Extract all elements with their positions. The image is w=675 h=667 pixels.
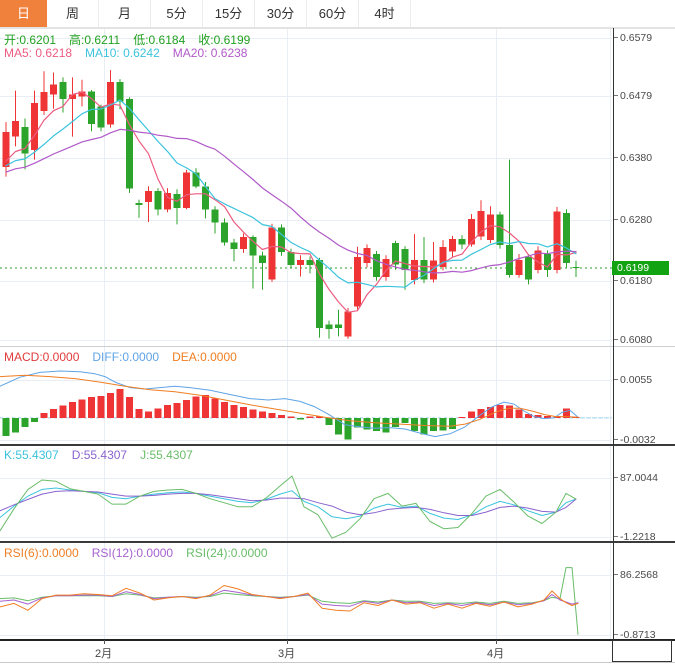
ohlc-legend-item: 开:0.6201 bbox=[4, 33, 57, 47]
y-axis-label: 86.2568 bbox=[614, 569, 674, 581]
y-axis-label: 0.0055 bbox=[614, 374, 674, 386]
y-axis-label: 87.0044 bbox=[614, 472, 674, 484]
macd-legend: MACD:0.0000 DIFF:0.0000 DEA:0.0000 bbox=[4, 350, 250, 364]
x-axis-month-label: 2月 bbox=[95, 648, 113, 660]
ohlc-readout: 开:0.6201 高:0.6211 低:0.6184 收:0.6199 bbox=[4, 31, 263, 48]
period-tab-4[interactable]: 15分 bbox=[203, 0, 255, 27]
period-tab-7[interactable]: 4时 bbox=[359, 0, 411, 27]
y-axis-label: -1.2218 bbox=[614, 531, 674, 543]
y-axis-label: 0.6080 bbox=[614, 334, 674, 346]
y-axis-label: 0.6280 bbox=[614, 214, 674, 226]
bottom-right-cell bbox=[612, 640, 672, 662]
y-axis-label: 0.6479 bbox=[614, 90, 674, 102]
y-axis-label: -0.8713 bbox=[614, 629, 674, 641]
ma-legend-item: MA20: 0.6238 bbox=[172, 46, 248, 60]
period-tab-3[interactable]: 5分 bbox=[151, 0, 203, 27]
period-tab-0[interactable]: 日 bbox=[0, 0, 47, 27]
rsi-legend-item: RSI(24):0.0000 bbox=[186, 546, 268, 560]
y-axis-label: 0.6579 bbox=[614, 32, 674, 44]
ohlc-legend-item: 收:0.6199 bbox=[198, 33, 251, 47]
kdj-legend-item: K:55.4307 bbox=[4, 448, 59, 462]
period-tab-5[interactable]: 30分 bbox=[255, 0, 307, 27]
kdj-legend-item: J:55.4307 bbox=[140, 448, 193, 462]
ma-legend: MA5: 0.6218 MA10: 0.6242 MA20: 0.6238 bbox=[4, 46, 260, 60]
period-tab-bar: 日周月 5分 15分 30分 60分 4时 bbox=[0, 0, 675, 28]
y-axis-label: 0.6380 bbox=[614, 152, 674, 164]
period-tab-6[interactable]: 60分 bbox=[307, 0, 359, 27]
y-axis-label: 0.6180 bbox=[614, 275, 674, 287]
period-tab-1[interactable]: 周 bbox=[47, 0, 99, 27]
macd-legend-item: DIFF:0.0000 bbox=[92, 350, 160, 364]
y-axis-label: -0.0032 bbox=[614, 434, 674, 446]
rsi-legend-item: RSI(6):0.0000 bbox=[4, 546, 79, 560]
ma-legend-item: MA10: 0.6242 bbox=[85, 46, 160, 60]
kdj-legend: K:55.4307 D:55.4307 J:55.4307 bbox=[4, 448, 206, 462]
kdj-legend-item: D:55.4307 bbox=[71, 448, 128, 462]
x-axis-month-label: 3月 bbox=[278, 648, 296, 660]
macd-legend-item: MACD:0.0000 bbox=[4, 350, 80, 364]
current-price-badge: 0.6199 bbox=[612, 261, 669, 275]
ma-legend-item: MA5: 0.6218 bbox=[4, 46, 73, 60]
rsi-legend: RSI(6):0.0000 RSI(12):0.0000 RSI(24):0.000… bbox=[4, 546, 281, 560]
ohlc-legend-item: 高:0.6211 bbox=[69, 33, 121, 47]
period-tab-2[interactable]: 月 bbox=[99, 0, 151, 27]
macd-legend-item: DEA:0.0000 bbox=[172, 350, 237, 364]
rsi-legend-item: RSI(12):0.0000 bbox=[91, 546, 174, 560]
x-axis-month-label: 4月 bbox=[487, 648, 505, 660]
ohlc-legend-item: 低:0.6184 bbox=[133, 33, 186, 47]
